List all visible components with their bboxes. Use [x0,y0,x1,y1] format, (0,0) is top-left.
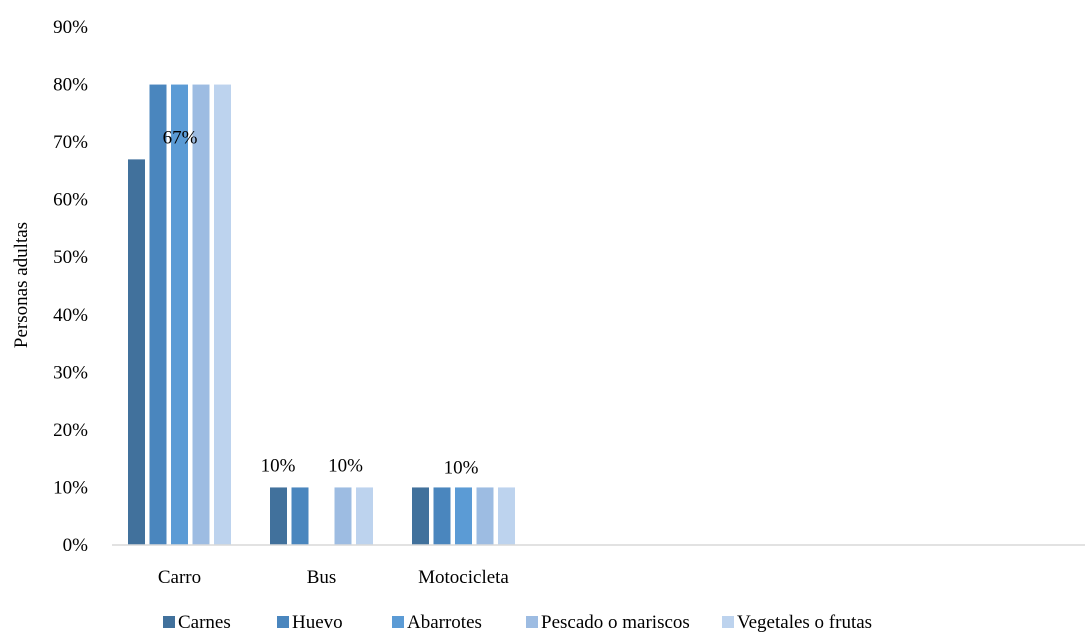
legend-swatch-vegetales-o-frutas [722,616,734,628]
y-tick-label-20: 20% [53,420,88,441]
bar-motocicleta-pescado-o-mariscos [476,487,494,545]
legend-label-vegetales-o-frutas: Vegetales o frutas [737,612,872,633]
bar-carro-huevo [149,84,167,546]
y-tick-label-40: 40% [53,305,88,326]
y-tick-label-30: 30% [53,362,88,383]
y-axis-title: Personas adultas [11,222,32,348]
bar-carro-vegetales-o-frutas [214,84,231,546]
bar-carro-abarrotes [171,84,188,546]
legend-item-abarrotes: Abarrotes [392,612,482,633]
bar-carro-pescado-o-mariscos [192,84,210,546]
legend-item-pescado-o-mariscos: Pescado o mariscos [526,612,690,633]
category-labels: Carro Bus Motocicleta [158,567,510,588]
y-axis-ticks: 0% 10% 20% 30% 40% 50% 60% 70% 80% 90% [53,17,88,556]
data-labels: 67% 10% 10% 10% [163,127,479,478]
y-tick-label-80: 80% [53,75,88,96]
category-label-bus: Bus [307,567,337,588]
bar-carro-carnes [128,159,145,545]
y-tick-label-10: 10% [53,477,88,498]
legend-swatch-pescado-o-mariscos [526,616,538,628]
legend-label-carnes: Carnes [178,612,231,633]
y-tick-label-50: 50% [53,247,88,268]
legend-item-carnes: Carnes [163,612,231,633]
legend-label-huevo: Huevo [292,612,343,633]
bars [128,84,515,546]
bar-bus-huevo [291,487,309,545]
legend-item-huevo: Huevo [277,612,343,633]
legend: Carnes Huevo Abarrotes Pescado o mariscos Ve… [163,612,872,633]
category-label-motocicleta: Motocicleta [418,567,509,588]
legend-swatch-huevo [277,616,289,628]
legend-swatch-carnes [163,616,175,628]
data-label-carro-carnes: 67% [163,127,198,148]
bar-bus-pescado-o-mariscos [334,487,352,545]
legend-swatch-abarrotes [392,616,404,628]
y-tick-label-90: 90% [53,17,88,38]
bar-motocicleta-abarrotes [455,487,472,545]
y-tick-label-70: 70% [53,132,88,153]
bar-motocicleta-huevo [433,487,451,545]
legend-label-pescado-o-mariscos: Pescado o mariscos [541,612,690,633]
y-tick-label-0: 0% [63,535,89,556]
data-label-bus-carnes: 10% [261,455,296,476]
data-label-motocicleta-abarrotes: 10% [444,457,479,478]
legend-label-abarrotes: Abarrotes [407,612,482,633]
bar-bus-vegetales-o-frutas [356,487,373,545]
category-label-carro: Carro [158,567,201,588]
bar-motocicleta-carnes [412,487,429,545]
bar-bus-carnes [270,487,287,545]
legend-item-vegetales-o-frutas: Vegetales o frutas [722,612,872,633]
y-tick-label-60: 60% [53,190,88,211]
data-label-bus-pescado-o-mariscos: 10% [328,455,363,476]
bar-motocicleta-vegetales-o-frutas [498,487,515,545]
